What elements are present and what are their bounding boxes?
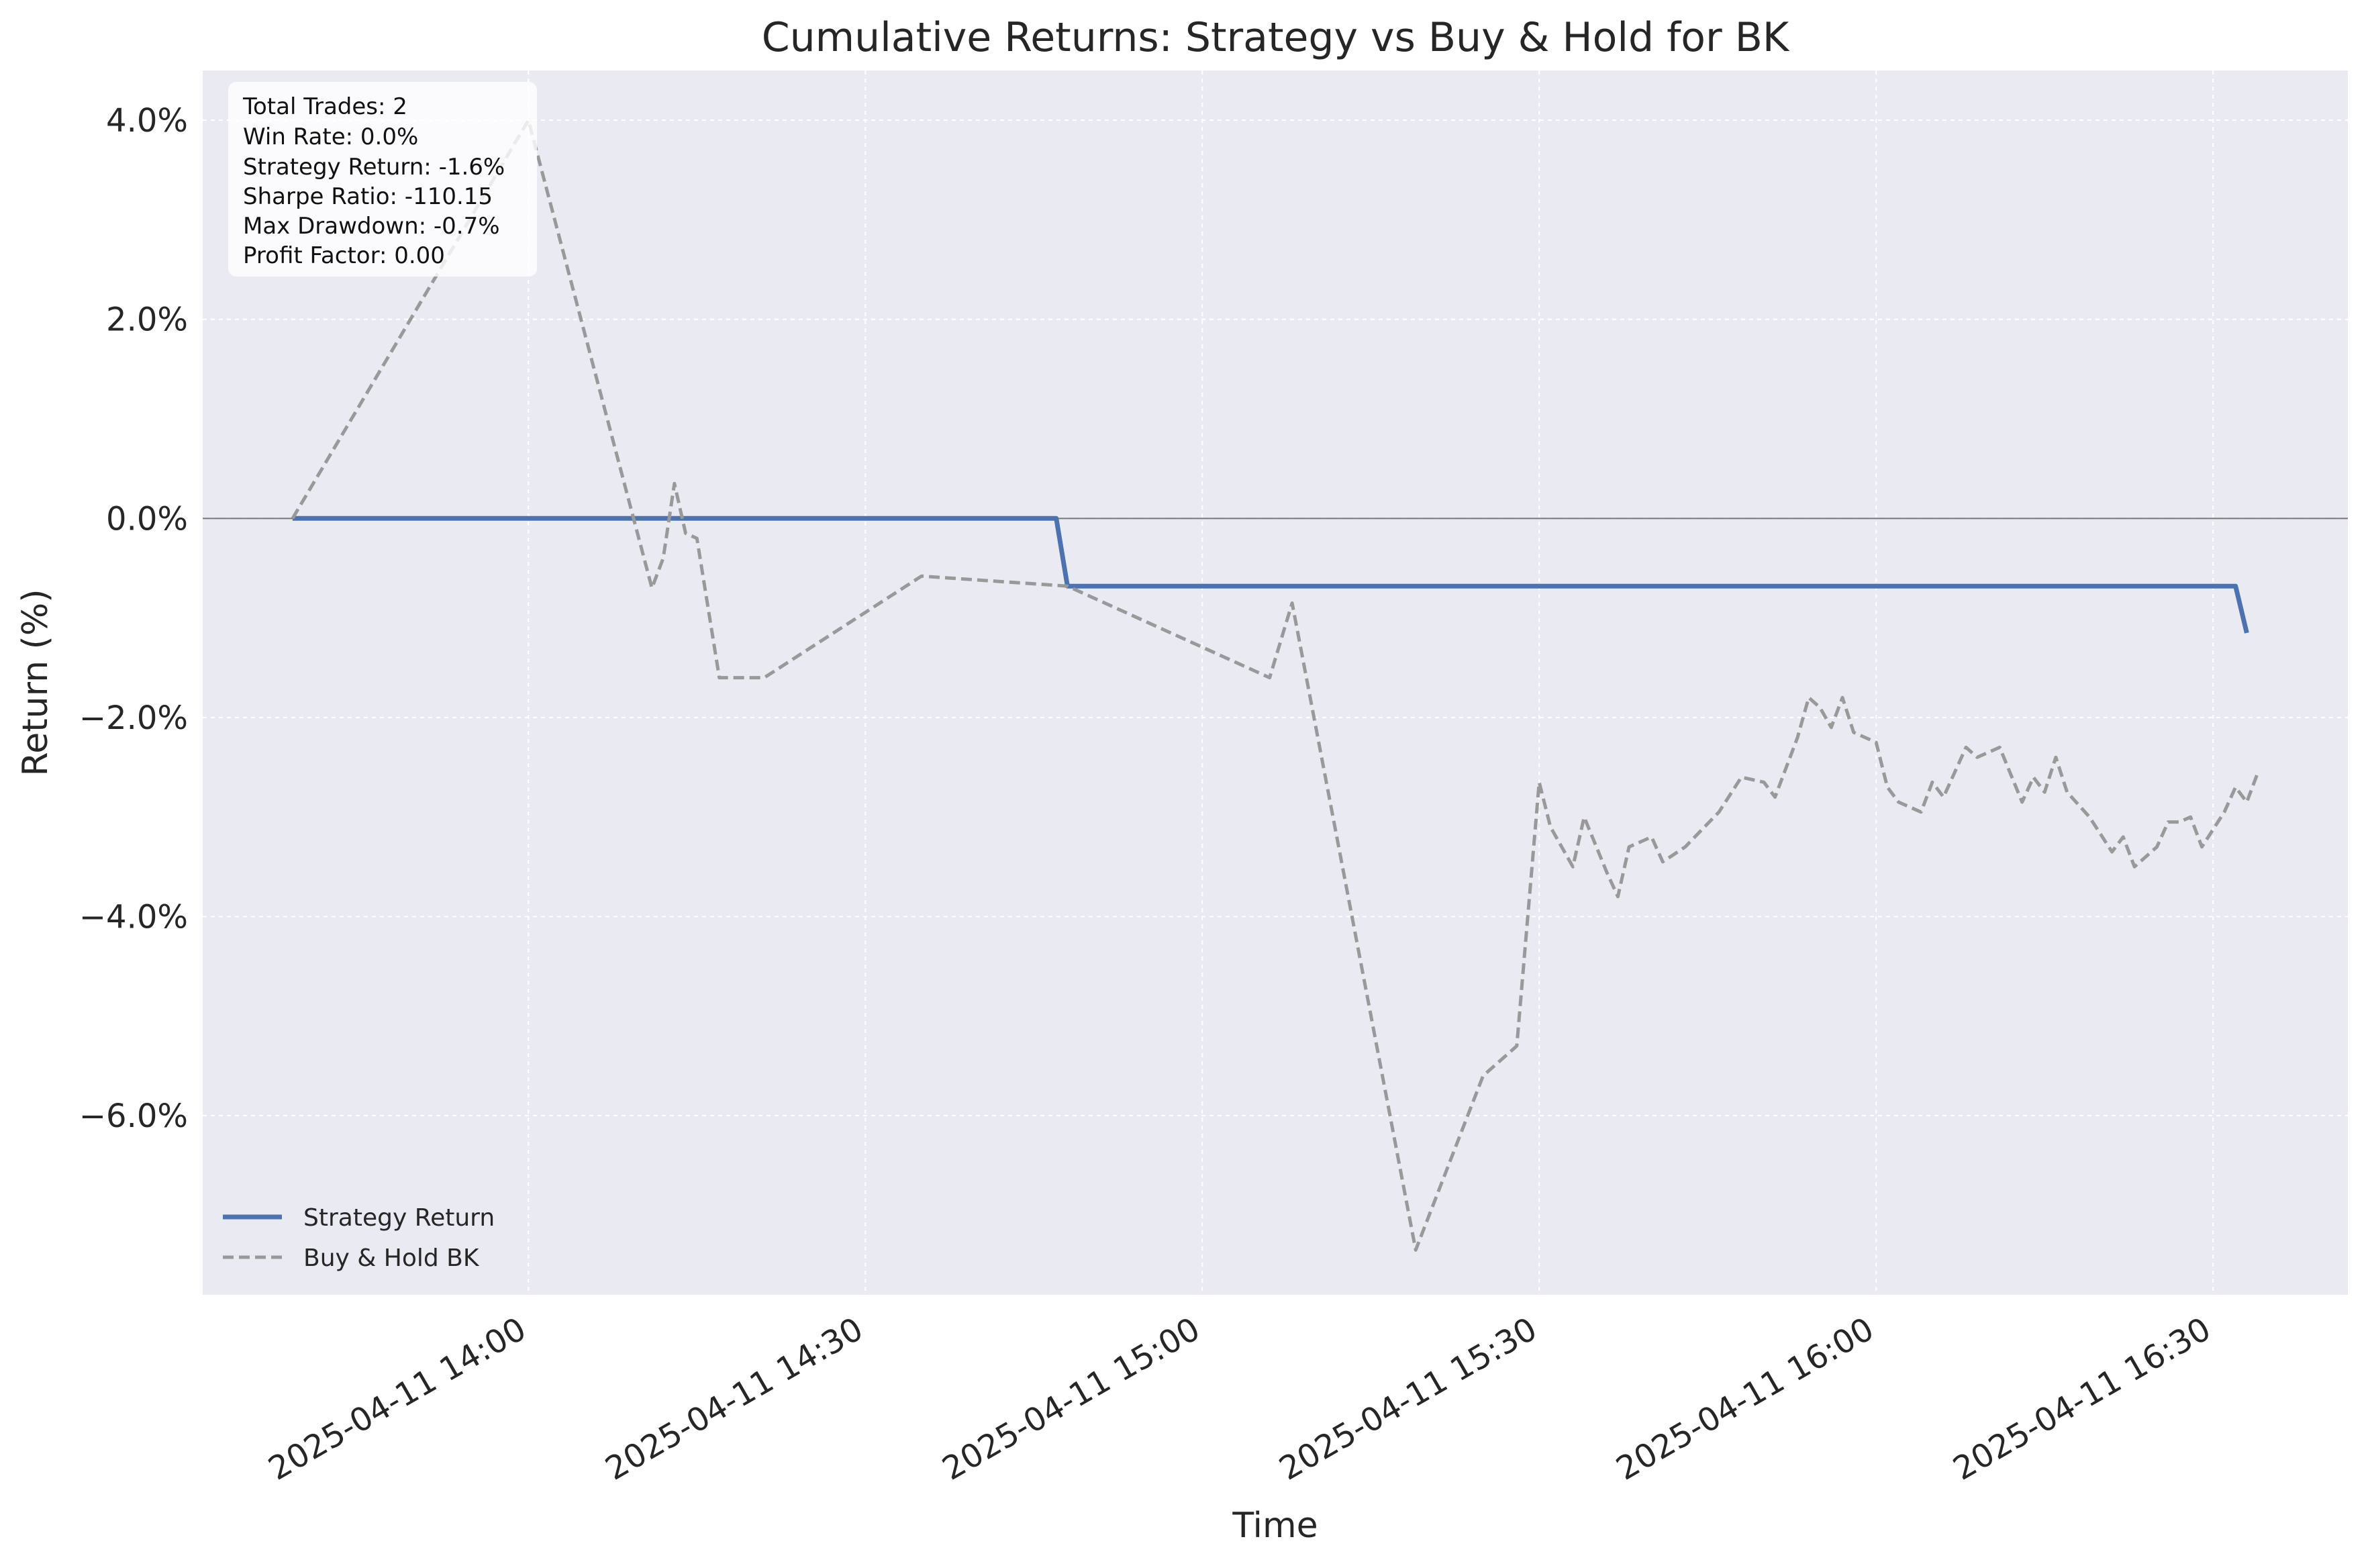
y-tick-label: 0.0%: [106, 500, 188, 538]
y-axis-label: Return (%): [15, 589, 56, 776]
series-layer: [291, 118, 2260, 1252]
stats-box-background: [228, 82, 537, 277]
legend-label: Buy & Hold BK: [303, 1244, 480, 1272]
legend-label: Strategy Return: [303, 1204, 495, 1232]
stats-line: Profit Factor: 0.00: [243, 242, 445, 269]
x-axis-label: Time: [1232, 1506, 1318, 1546]
stats-line: Strategy Return: -1.6%: [243, 154, 505, 181]
stats-line: Total Trades: 2: [242, 93, 407, 120]
series-line-buy-hold: [291, 118, 2260, 1252]
chart-title: Cumulative Returns: Strategy vs Buy & Ho…: [762, 14, 1790, 61]
y-tick-label: −4.0%: [79, 898, 188, 936]
y-axis-ticks: 4.0% 2.0% 0.0% −2.0% −4.0% −6.0%: [79, 102, 188, 1135]
y-tick-label: −6.0%: [79, 1097, 188, 1135]
y-tick-label: 4.0%: [106, 102, 188, 140]
stats-box: Total Trades: 2 Win Rate: 0.0% Strategy …: [228, 82, 537, 277]
stats-line: Sharpe Ratio: -110.15: [243, 183, 493, 210]
stats-line: Max Drawdown: -0.7%: [243, 213, 500, 240]
legend: Strategy Return Buy & Hold BK: [223, 1204, 495, 1272]
stats-line: Win Rate: 0.0%: [243, 124, 418, 150]
plot-area: [203, 70, 2348, 1295]
y-tick-label: −2.0%: [79, 699, 188, 737]
y-tick-label: 2.0%: [106, 301, 188, 339]
